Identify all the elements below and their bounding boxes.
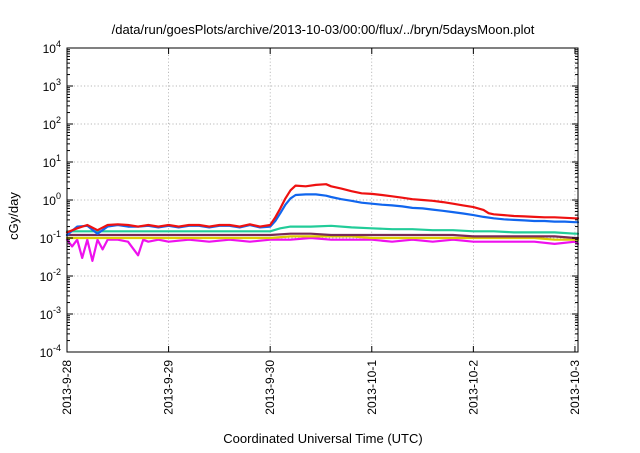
x-axis-label: Coordinated Universal Time (UTC): [223, 431, 422, 446]
x-tick-label: 2013-9-29: [162, 360, 176, 415]
series-line: [65, 232, 580, 240]
x-tick-label: 2013-10-2: [466, 360, 480, 415]
grid: [67, 48, 578, 352]
x-tick-label: 2013-10-3: [568, 360, 582, 415]
y-tick-label: 100: [43, 191, 61, 208]
y-tick-label: 103: [43, 77, 61, 94]
y-axis-label: cGy/day: [6, 192, 21, 240]
y-tick-label: 104: [43, 39, 61, 56]
series-line: [65, 183, 580, 234]
series-line: [65, 235, 580, 241]
ticks: 2013-9-28 2013-9-29 2013-9-30 2013-10-1 2013…: [40, 39, 582, 415]
x-tick-label: 2013-10-1: [365, 360, 379, 415]
series-layer: [65, 183, 580, 262]
x-tick-label: 2013-9-30: [263, 360, 277, 415]
y-tick-label: 10-4: [40, 343, 61, 360]
series-line: [65, 236, 580, 262]
x-tick-label: 2013-9-28: [60, 360, 74, 415]
y-tick-label: 10-2: [40, 267, 61, 284]
y-tick-label: 101: [43, 153, 61, 170]
y-tick-label: 10-1: [40, 229, 61, 246]
y-tick-label: 102: [43, 115, 61, 132]
chart-title: /data/run/goesPlots/archive/2013-10-03/0…: [112, 22, 535, 37]
series-line: [65, 224, 580, 235]
y-tick-label: 10-3: [40, 305, 61, 322]
